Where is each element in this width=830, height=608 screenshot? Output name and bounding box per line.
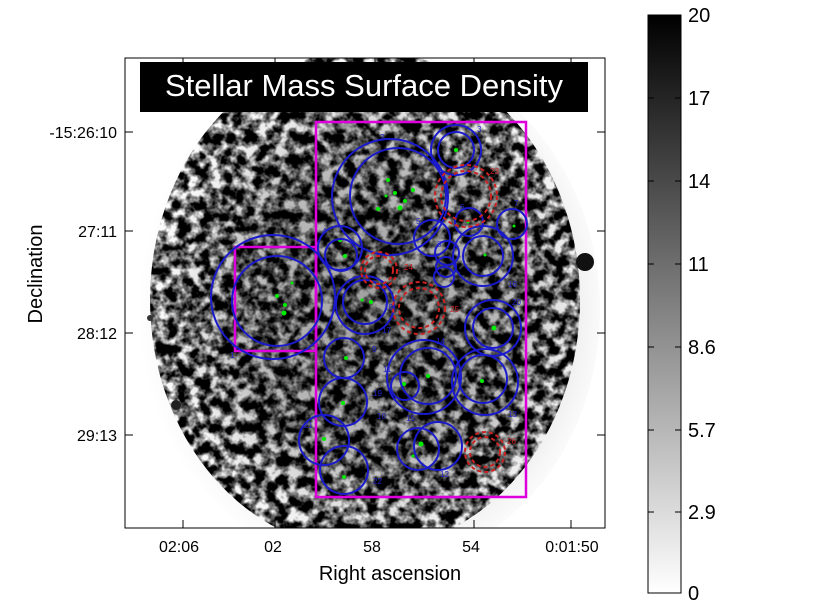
aperture-label: 18 [384, 303, 393, 312]
aperture-label: 9 [372, 345, 377, 354]
aperture-label: 25 [450, 305, 459, 314]
aperture-label: 2 [380, 133, 385, 142]
magenta-region-box-small [233, 245, 318, 353]
aperture-label: 4 [322, 227, 327, 236]
galaxy-speckle-texture [150, 58, 580, 528]
aperture-label: 23 [490, 167, 499, 176]
dec-tick-label: 29:13 [77, 428, 117, 445]
aperture-label: 20 [512, 298, 521, 307]
colorbar: 20 17 14 11 8.6 5.7 2.9 0 [647, 5, 716, 605]
aperture-label: 22 [373, 477, 382, 486]
aperture-label: 26 [507, 437, 516, 446]
aperture-label: 10 [377, 412, 386, 421]
aperture-label: 7 [514, 199, 519, 208]
colorbar-tick-label: 8.6 [688, 337, 716, 359]
ra-tick-label: 02:06 [159, 539, 199, 556]
colorbar-tick-label: 2.9 [688, 502, 716, 524]
aperture-label: 24 [404, 263, 413, 272]
dec-tick-label: 28:12 [77, 326, 117, 343]
dec-tick-label: 27:11 [78, 224, 117, 241]
aperture-label: 3 [477, 125, 482, 134]
title-box [140, 62, 588, 112]
ra-tick-labels: 02:06 02 58 54 0:01:50 [159, 539, 599, 556]
ra-tick-label: 0:01:50 [545, 539, 598, 556]
colorbar-tick-label: 20 [688, 5, 710, 27]
y-axis-label: Declination [25, 225, 47, 324]
aperture-label: 11 [383, 365, 392, 374]
dec-tick-label: -15:26:10 [49, 125, 117, 142]
aperture-label: 19 [373, 389, 382, 398]
map-panel: 1 2 3 4 5 6 7 8 9 10 11 12 13 14 15 16 1… [25, 57, 606, 585]
ra-tick-label: 02 [264, 539, 282, 556]
aperture-label: 15 [406, 414, 415, 423]
blue-apertures [210, 124, 528, 495]
aperture-label: 12 [440, 470, 449, 479]
dec-tick-labels: -15:26:10 27:11 28:12 29:13 [49, 125, 117, 445]
aperture-label: 16 [508, 280, 517, 289]
colorbar-tick-label: 5.7 [688, 420, 716, 442]
colorbar-gradient [647, 14, 682, 594]
aperture-label: 5 [416, 217, 421, 226]
aperture-label: 21 [304, 421, 313, 430]
aperture-label: 17 [382, 326, 391, 335]
aperture-label: 6 [460, 203, 465, 212]
ra-tick-label: 54 [462, 539, 480, 556]
aperture-label: 14 [436, 337, 445, 346]
aperture-labels: 1 2 3 4 5 6 7 8 9 10 11 12 13 14 15 16 1… [230, 125, 521, 486]
figure-title: Stellar Mass Surface Density [165, 68, 563, 103]
colorbar-ticks [648, 14, 681, 594]
colorbar-tick-label: 11 [688, 254, 709, 276]
aperture-label: 8 [437, 240, 442, 249]
aperture-label: 1 [230, 351, 235, 360]
colorbar-tick-label: 14 [688, 171, 710, 193]
field-star-blob [576, 253, 594, 271]
x-axis-label: Right ascension [319, 563, 461, 585]
colorbar-tick-label: 17 [688, 88, 710, 110]
colorbar-tick-label: 0 [688, 583, 699, 605]
plot-frame [124, 57, 606, 529]
red-background-apertures [360, 164, 506, 473]
source-markers [275, 148, 516, 479]
ra-tick-label: 58 [363, 539, 381, 556]
aperture-label: 13 [508, 410, 517, 419]
